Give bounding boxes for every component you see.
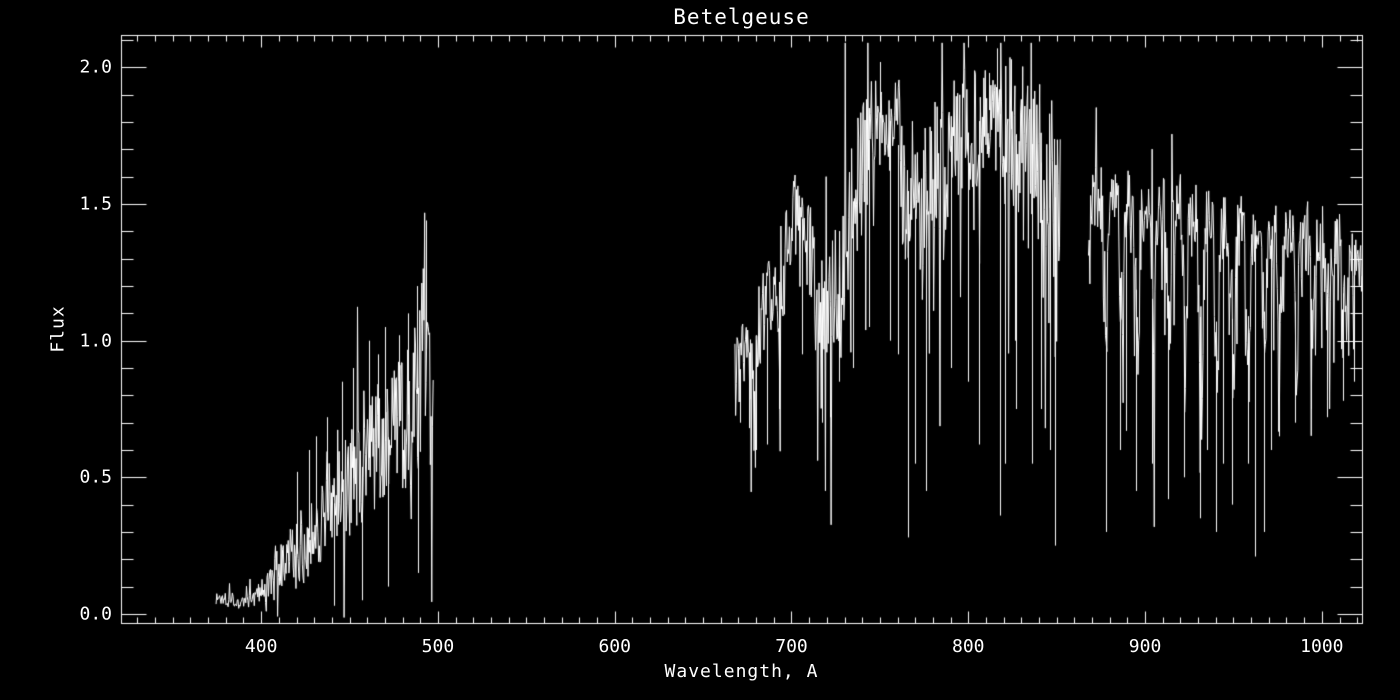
y-tick-label: 0.5	[79, 466, 112, 488]
y-axis-title: Flux	[47, 305, 69, 353]
y-tick-label: 1.5	[79, 193, 112, 215]
x-tick-label: 900	[1128, 636, 1162, 657]
y-tick-label: 1.0	[79, 330, 112, 352]
x-tick-label: 500	[421, 636, 455, 657]
x-tick-label: 700	[775, 636, 808, 657]
y-tick-label: 0.0	[79, 603, 112, 625]
x-tick-label: 1000	[1300, 636, 1344, 657]
chart-title: Betelgeuse	[673, 5, 810, 29]
x-tick-label: 800	[952, 636, 985, 657]
y-tick-label: 2.0	[79, 56, 112, 78]
x-tick-label: 400	[244, 636, 278, 657]
x-axis-title: Wavelength, A	[664, 661, 819, 682]
x-tick-label: 600	[598, 636, 631, 657]
